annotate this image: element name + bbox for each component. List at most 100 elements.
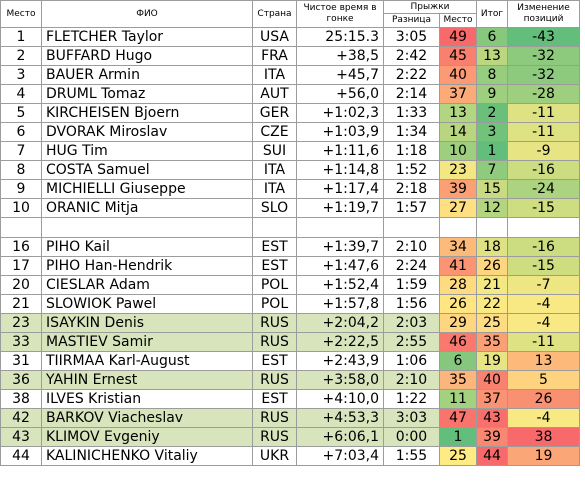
header-clean-time: Чистое время в гонке [296, 0, 384, 28]
cell-name: BUFFARD Hugo [41, 46, 253, 66]
cell-final: 2 [476, 103, 508, 123]
empty-cell [476, 217, 508, 238]
cell-jump-place: 13 [439, 103, 477, 123]
cell-place: 7 [0, 141, 42, 161]
empty-cell [439, 217, 477, 238]
cell-name: YAHIN Ernest [41, 370, 253, 390]
spacer-row [0, 217, 580, 238]
cell-gap: 1:57 [383, 198, 440, 218]
cell-country: RUS [252, 427, 297, 447]
cell-time: +2:22,5 [296, 332, 384, 352]
cell-time: +1:03,9 [296, 122, 384, 142]
table-row: 23 ISAYKIN Denis RUS +2:04,2 2:03 29 25 -4 [0, 313, 580, 333]
cell-gap: 2:18 [383, 179, 440, 199]
cell-place: 10 [0, 198, 42, 218]
cell-name: KLIMOV Evgeniy [41, 427, 253, 447]
cell-place: 9 [0, 179, 42, 199]
cell-time: +1:47,6 [296, 256, 384, 276]
cell-name: BAUER Armin [41, 65, 253, 85]
cell-time: +1:02,3 [296, 103, 384, 123]
cell-final: 13 [476, 46, 508, 66]
cell-change: 38 [507, 427, 580, 447]
cell-place: 8 [0, 160, 42, 180]
table-row: 43 KLIMOV Evgeniy RUS +6:06,1 0:00 1 39 38 [0, 427, 580, 447]
cell-gap: 2:24 [383, 256, 440, 276]
cell-country: UKR [252, 446, 297, 466]
cell-place: 31 [0, 351, 42, 371]
cell-time: +1:11,6 [296, 141, 384, 161]
cell-final: 40 [476, 370, 508, 390]
cell-name: KALINICHENKO Vitaliy [41, 446, 253, 466]
cell-jump-place: 35 [439, 370, 477, 390]
cell-country: ITA [252, 160, 297, 180]
cell-jump-place: 26 [439, 294, 477, 314]
table-row: 10 ORANIC Mitja SLO +1:19,7 1:57 27 12 -15 [0, 198, 580, 218]
cell-jump-place: 46 [439, 332, 477, 352]
cell-name: COSTA Samuel [41, 160, 253, 180]
cell-change: -16 [507, 237, 580, 257]
cell-name: DRUML Tomaz [41, 84, 253, 104]
table-row: 5 KIRCHEISEN Bjoern GER +1:02,3 1:33 13 2 -11 [0, 103, 580, 123]
cell-jump-place: 37 [439, 84, 477, 104]
header-change: Изменение позиций [507, 0, 580, 28]
cell-final: 25 [476, 313, 508, 333]
cell-change: -4 [507, 408, 580, 428]
cell-jump-place: 1 [439, 427, 477, 447]
cell-gap: 1:59 [383, 275, 440, 295]
cell-place: 2 [0, 46, 42, 66]
cell-final: 22 [476, 294, 508, 314]
cell-change: -16 [507, 160, 580, 180]
cell-final: 15 [476, 179, 508, 199]
cell-gap: 1:34 [383, 122, 440, 142]
cell-gap: 1:22 [383, 389, 440, 409]
cell-jump-place: 6 [439, 351, 477, 371]
cell-jump-place: 41 [439, 256, 477, 276]
cell-gap: 1:55 [383, 446, 440, 466]
cell-name: FLETCHER Taylor [41, 27, 253, 47]
results-table: Место ФИО Страна Чистое время в гонке Пр… [0, 0, 580, 466]
cell-country: EST [252, 256, 297, 276]
cell-name: CIESLAR Adam [41, 275, 253, 295]
cell-place: 43 [0, 427, 42, 447]
cell-jump-place: 23 [439, 160, 477, 180]
header-country: Страна [252, 0, 297, 28]
cell-place: 6 [0, 122, 42, 142]
cell-place: 17 [0, 256, 42, 276]
cell-change: -4 [507, 294, 580, 314]
cell-final: 37 [476, 389, 508, 409]
table-row: 2 BUFFARD Hugo FRA +38,5 2:42 45 13 -32 [0, 46, 580, 66]
cell-change: 26 [507, 389, 580, 409]
cell-time: +1:52,4 [296, 275, 384, 295]
cell-country: EST [252, 389, 297, 409]
cell-gap: 1:52 [383, 160, 440, 180]
cell-place: 4 [0, 84, 42, 104]
cell-country: RUS [252, 313, 297, 333]
cell-final: 7 [476, 160, 508, 180]
cell-change: -24 [507, 179, 580, 199]
cell-country: RUS [252, 408, 297, 428]
cell-place: 23 [0, 313, 42, 333]
cell-country: RUS [252, 370, 297, 390]
header-name: ФИО [41, 0, 253, 28]
cell-place: 33 [0, 332, 42, 352]
cell-time: +4:10,0 [296, 389, 384, 409]
cell-gap: 2:14 [383, 84, 440, 104]
cell-name: MASTIEV Samir [41, 332, 253, 352]
cell-gap: 3:03 [383, 408, 440, 428]
cell-time: +2:04,2 [296, 313, 384, 333]
header-jump-place: Место [439, 13, 477, 28]
cell-country: SUI [252, 141, 297, 161]
cell-change: -9 [507, 141, 580, 161]
table-row: 4 DRUML Tomaz AUT +56,0 2:14 37 9 -28 [0, 84, 580, 104]
table-row: 16 PIHO Kail EST +1:39,7 2:10 34 18 -16 [0, 237, 580, 257]
cell-country: GER [252, 103, 297, 123]
cell-final: 9 [476, 84, 508, 104]
cell-time: +1:19,7 [296, 198, 384, 218]
cell-change: 19 [507, 446, 580, 466]
empty-cell [296, 217, 384, 238]
cell-name: HUG Tim [41, 141, 253, 161]
cell-gap: 1:56 [383, 294, 440, 314]
cell-final: 18 [476, 237, 508, 257]
table-row: 7 HUG Tim SUI +1:11,6 1:18 10 1 -9 [0, 141, 580, 161]
table-row: 42 BARKOV Viacheslav RUS +4:53,3 3:03 47 43 -4 [0, 408, 580, 428]
